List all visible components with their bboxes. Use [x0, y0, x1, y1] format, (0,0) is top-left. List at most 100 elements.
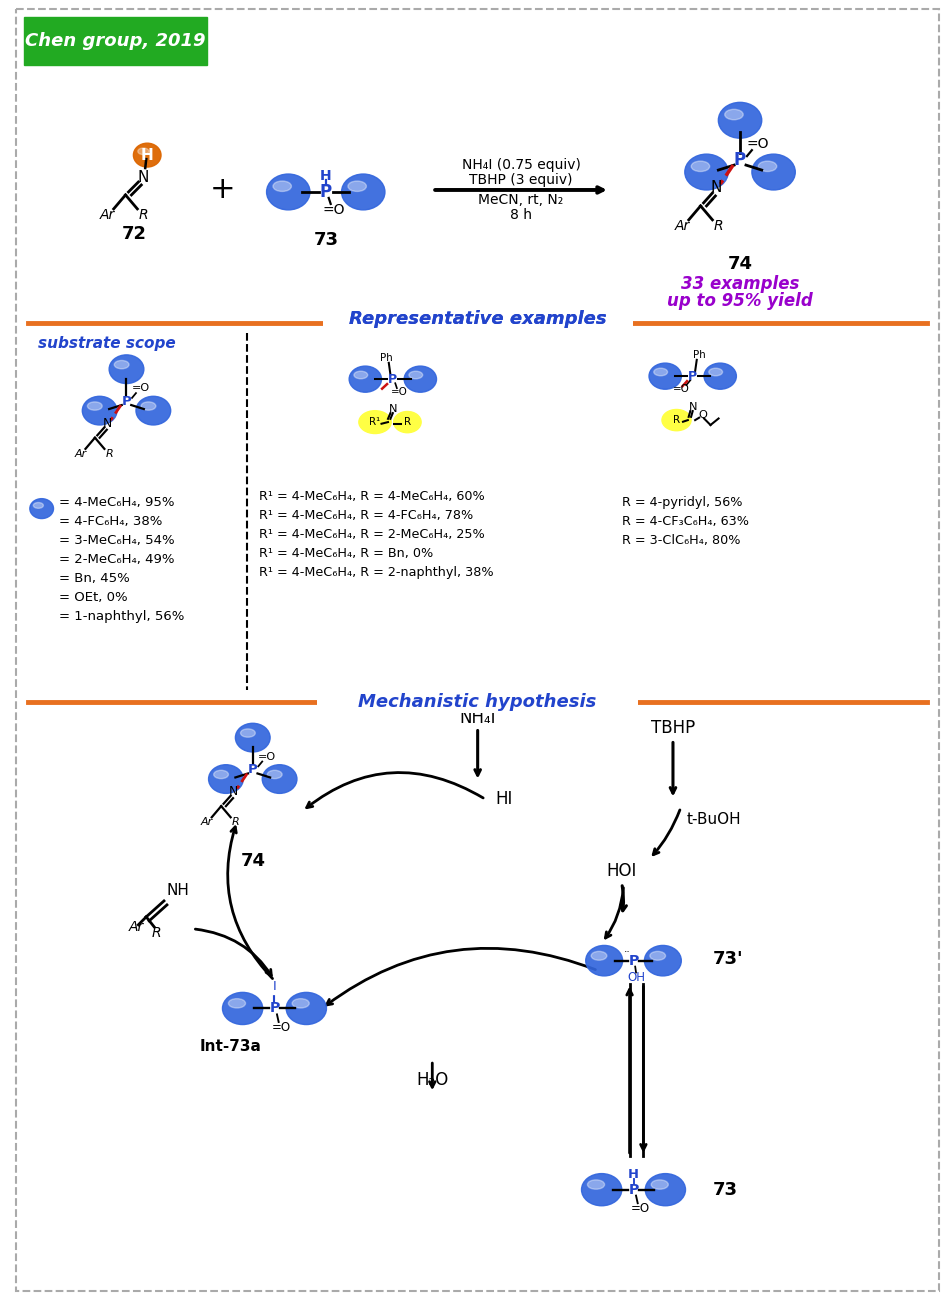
Ellipse shape	[691, 161, 710, 172]
Text: P: P	[269, 1001, 280, 1015]
Ellipse shape	[82, 396, 117, 425]
Text: t-BuOH: t-BuOH	[686, 811, 741, 827]
Text: Int-73a: Int-73a	[199, 1039, 262, 1054]
Text: =O: =O	[322, 203, 345, 217]
Text: 73': 73'	[713, 950, 743, 967]
Ellipse shape	[404, 367, 436, 393]
Text: P: P	[629, 954, 639, 967]
Ellipse shape	[719, 103, 762, 138]
Text: substrate scope: substrate scope	[38, 335, 175, 351]
Ellipse shape	[588, 1180, 605, 1190]
Ellipse shape	[393, 412, 421, 433]
Text: =O: =O	[747, 138, 769, 151]
FancyBboxPatch shape	[24, 17, 208, 65]
Text: Representative examples: Representative examples	[349, 311, 607, 329]
Text: P: P	[389, 373, 397, 386]
Ellipse shape	[409, 372, 423, 378]
Ellipse shape	[758, 161, 776, 172]
Ellipse shape	[29, 499, 53, 519]
Text: Representative examples: Representative examples	[349, 311, 607, 329]
Ellipse shape	[87, 402, 102, 411]
Text: MeCN, rt, N₂: MeCN, rt, N₂	[479, 192, 564, 207]
Text: R¹ = 4-MeC₆H₄, R = 2-MeC₆H₄, 25%: R¹ = 4-MeC₆H₄, R = 2-MeC₆H₄, 25%	[259, 528, 484, 541]
Text: N: N	[137, 169, 149, 185]
Text: R: R	[138, 208, 148, 222]
Text: Ar: Ar	[201, 818, 213, 827]
Text: =O: =O	[132, 384, 150, 394]
Ellipse shape	[348, 181, 366, 191]
Ellipse shape	[592, 952, 607, 961]
Ellipse shape	[263, 764, 297, 793]
Text: =O: =O	[272, 1020, 291, 1034]
Ellipse shape	[109, 355, 144, 384]
Text: 74: 74	[727, 255, 753, 273]
Text: R: R	[152, 926, 161, 940]
Text: TBHP (3 equiv): TBHP (3 equiv)	[469, 173, 573, 187]
Ellipse shape	[228, 998, 246, 1008]
FancyBboxPatch shape	[317, 690, 638, 712]
Text: N: N	[711, 181, 722, 195]
Text: = Bn, 45%: = Bn, 45%	[60, 572, 130, 585]
Text: +: +	[210, 176, 235, 204]
Ellipse shape	[752, 155, 795, 190]
Text: 73: 73	[713, 1180, 738, 1199]
Text: R¹ = 4-MeC₆H₄, R = 4-FC₆H₄, 78%: R¹ = 4-MeC₆H₄, R = 4-FC₆H₄, 78%	[259, 510, 473, 523]
Text: Ar: Ar	[75, 448, 87, 459]
FancyBboxPatch shape	[16, 9, 939, 1291]
Text: =O: =O	[258, 751, 276, 762]
Text: NH₄I (0.75 equiv): NH₄I (0.75 equiv)	[462, 159, 580, 172]
Text: R¹: R¹	[370, 417, 381, 428]
Ellipse shape	[286, 992, 326, 1024]
Ellipse shape	[649, 363, 682, 389]
Ellipse shape	[136, 396, 171, 425]
Text: N: N	[103, 417, 112, 430]
Text: =O: =O	[391, 387, 408, 398]
Ellipse shape	[141, 402, 155, 411]
Text: =O: =O	[630, 1201, 649, 1214]
Text: 72: 72	[122, 225, 147, 243]
Ellipse shape	[654, 368, 667, 376]
Ellipse shape	[115, 360, 129, 369]
Ellipse shape	[235, 723, 270, 751]
Text: OH: OH	[628, 971, 646, 984]
Text: R¹ = 4-MeC₆H₄, R = 4-MeC₆H₄, 60%: R¹ = 4-MeC₆H₄, R = 4-MeC₆H₄, 60%	[259, 490, 484, 503]
Ellipse shape	[709, 368, 722, 376]
Text: 73: 73	[313, 231, 338, 248]
Ellipse shape	[134, 143, 161, 168]
Text: R: R	[714, 218, 723, 233]
Text: R: R	[673, 415, 680, 425]
Ellipse shape	[241, 729, 255, 737]
Text: ··: ··	[625, 948, 631, 957]
FancyBboxPatch shape	[323, 308, 632, 330]
Text: H: H	[319, 169, 332, 183]
Ellipse shape	[581, 1174, 622, 1206]
Text: Ar: Ar	[100, 208, 116, 222]
Text: = OEt, 0%: = OEt, 0%	[60, 590, 128, 603]
Text: Mechanistic hypothesis: Mechanistic hypothesis	[358, 693, 597, 711]
Text: R = 4-CF₃C₆H₄, 63%: R = 4-CF₃C₆H₄, 63%	[622, 515, 749, 528]
Ellipse shape	[662, 410, 691, 430]
Ellipse shape	[341, 174, 385, 209]
Text: 8 h: 8 h	[510, 208, 532, 222]
Text: P: P	[688, 369, 698, 382]
Text: H₂O: H₂O	[416, 1071, 448, 1089]
Ellipse shape	[586, 945, 623, 976]
Ellipse shape	[266, 174, 310, 209]
Text: NH: NH	[166, 884, 190, 898]
Ellipse shape	[33, 503, 44, 508]
Text: 74: 74	[240, 852, 265, 870]
Ellipse shape	[273, 181, 291, 191]
Ellipse shape	[646, 1174, 685, 1206]
Text: TBHP: TBHP	[651, 719, 695, 737]
Text: P: P	[319, 183, 332, 202]
Text: P: P	[629, 1183, 639, 1197]
Text: N: N	[389, 404, 397, 413]
Ellipse shape	[651, 1180, 668, 1190]
Text: R: R	[231, 818, 239, 827]
Ellipse shape	[684, 155, 728, 190]
Text: R¹ = 4-MeC₆H₄, R = Bn, 0%: R¹ = 4-MeC₆H₄, R = Bn, 0%	[259, 547, 433, 560]
Text: = 4-MeC₆H₄, 95%: = 4-MeC₆H₄, 95%	[60, 497, 175, 510]
Ellipse shape	[359, 411, 392, 433]
Text: P: P	[734, 151, 746, 169]
Text: R¹ = 4-MeC₆H₄, R = 2-naphthyl, 38%: R¹ = 4-MeC₆H₄, R = 2-naphthyl, 38%	[259, 566, 493, 578]
